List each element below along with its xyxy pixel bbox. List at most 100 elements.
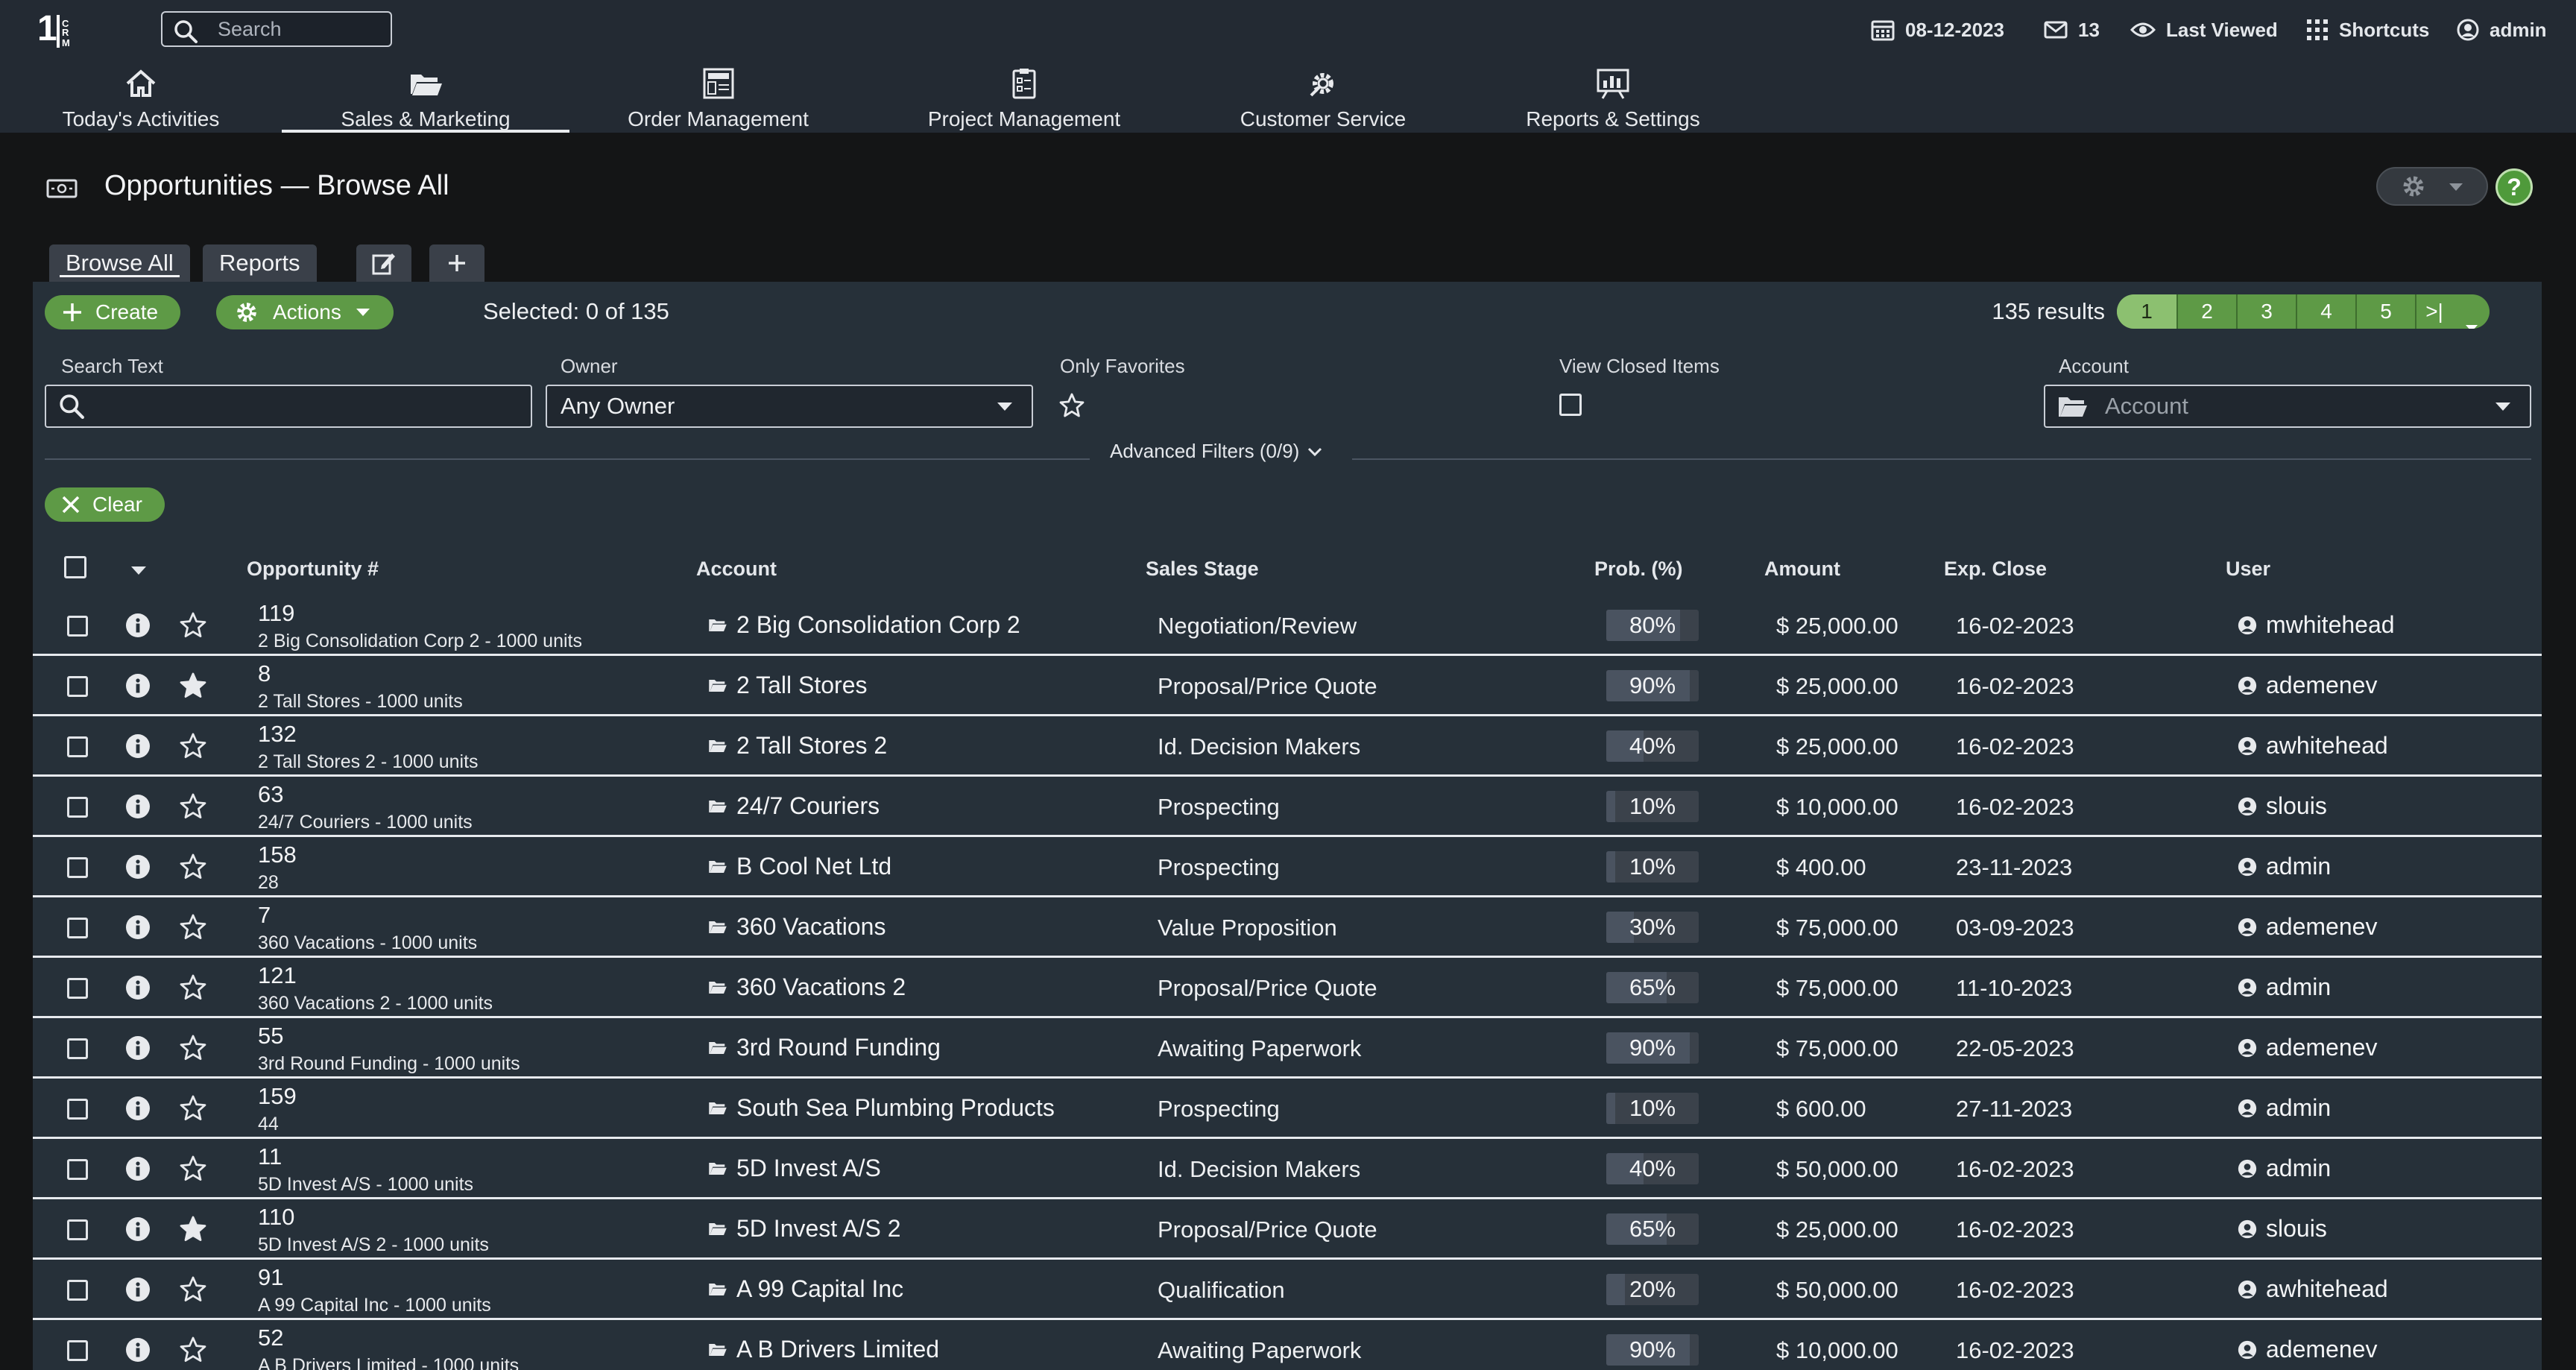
assigned-user[interactable]: admin [2238, 973, 2331, 1001]
account-link[interactable]: South Sea Plumbing Products [708, 1094, 1055, 1122]
account-link[interactable]: 3rd Round Funding [708, 1034, 941, 1061]
opportunity-number[interactable]: 132 [258, 721, 297, 747]
nav-sales-marketing[interactable]: Sales & Marketing [282, 66, 569, 133]
info-icon[interactable] [125, 794, 151, 819]
opportunity-number[interactable]: 159 [258, 1083, 297, 1109]
table-row[interactable]: 121 360 Vacations 2 - 1000 units 360 Vacat… [33, 959, 2542, 1018]
nav-todays-activities[interactable]: Today's Activities [43, 66, 239, 133]
row-checkbox[interactable] [67, 918, 88, 938]
nav-project-management[interactable]: Project Management [923, 66, 1126, 133]
clear-filters-button[interactable]: Clear [45, 487, 165, 522]
info-icon[interactable] [125, 854, 151, 880]
help-button[interactable]: ? [2496, 168, 2533, 206]
info-icon[interactable] [125, 915, 151, 940]
page-settings-button[interactable] [2376, 167, 2488, 206]
account-link[interactable]: 2 Big Consolidation Corp 2 [708, 611, 1020, 639]
opportunity-number[interactable]: 63 [258, 781, 284, 807]
tab-browse-all[interactable]: Browse All [49, 244, 190, 282]
assigned-user[interactable]: slouis [2238, 792, 2327, 820]
tab-edit-layout[interactable] [356, 244, 411, 282]
app-logo[interactable]: 1 C R M [37, 7, 79, 51]
star-outline-icon[interactable] [179, 973, 207, 1002]
account-link[interactable]: 360 Vacations [708, 913, 886, 941]
table-row[interactable]: 132 2 Tall Stores 2 - 1000 units 2 Tall St… [33, 717, 2542, 777]
assigned-user[interactable]: admin [2238, 1094, 2331, 1122]
account-link[interactable]: 24/7 Couriers [708, 792, 880, 820]
row-checkbox[interactable] [67, 857, 88, 878]
star-outline-icon[interactable] [179, 1155, 207, 1183]
account-link[interactable]: B Cool Net Ltd [708, 853, 891, 880]
star-outline-icon[interactable] [179, 913, 207, 941]
info-icon[interactable] [125, 1277, 151, 1302]
assigned-user[interactable]: slouis [2238, 1215, 2327, 1243]
assigned-user[interactable]: awhitehead [2238, 732, 2388, 760]
actions-button[interactable]: Actions [216, 295, 394, 329]
opportunity-number[interactable]: 11 [258, 1143, 282, 1169]
table-row[interactable]: 158 28 B Cool Net Ltd Prospecting 10% $ 400.0… [33, 838, 2542, 897]
page-5-button[interactable]: 5 [2355, 294, 2415, 329]
star-outline-icon[interactable] [179, 1336, 207, 1364]
star-filled-icon[interactable] [179, 672, 207, 700]
date-display[interactable]: 08-12-2023 [1871, 13, 2004, 46]
bulk-select-menu-icon[interactable] [131, 566, 146, 575]
select-all-checkbox[interactable] [64, 556, 86, 578]
account-link[interactable]: 360 Vacations 2 [708, 973, 906, 1001]
tab-reports[interactable]: Reports [203, 244, 317, 282]
page-4-button[interactable]: 4 [2296, 294, 2355, 329]
shortcuts-menu[interactable]: Shortcuts [2306, 13, 2429, 46]
row-checkbox[interactable] [67, 1099, 88, 1120]
col-account-header[interactable]: Account [696, 558, 777, 580]
page-2-button[interactable]: 2 [2176, 294, 2236, 329]
last-viewed-menu[interactable]: Last Viewed [2130, 13, 2278, 46]
row-checkbox[interactable] [67, 616, 88, 637]
table-row[interactable]: 8 2 Tall Stores - 1000 units 2 Tall Stores… [33, 657, 2542, 716]
star-outline-icon[interactable] [179, 1094, 207, 1123]
assigned-user[interactable]: ademenev [2238, 1336, 2377, 1363]
table-row[interactable]: 119 2 Big Consolidation Corp 2 - 1000 uni… [33, 596, 2542, 656]
row-checkbox[interactable] [67, 1159, 88, 1180]
account-link[interactable]: 5D Invest A/S 2 [708, 1215, 901, 1243]
star-outline-icon[interactable] [179, 792, 207, 821]
star-outline-icon[interactable] [179, 732, 207, 760]
table-row[interactable]: 55 3rd Round Funding - 1000 units 3rd Roun… [33, 1019, 2542, 1079]
col-close-header[interactable]: Exp. Close [1944, 558, 2048, 580]
global-search[interactable] [161, 11, 392, 47]
account-link[interactable]: A B Drivers Limited [708, 1336, 939, 1363]
opportunity-number[interactable]: 121 [258, 962, 297, 988]
opportunity-number[interactable]: 55 [258, 1023, 284, 1049]
nav-customer-service[interactable]: Customer Service [1237, 66, 1409, 133]
col-opportunity-header[interactable]: Opportunity # [247, 558, 379, 580]
page-3-button[interactable]: 3 [2236, 294, 2296, 329]
page-1-button[interactable]: 1 [2117, 294, 2176, 329]
info-icon[interactable] [125, 1216, 151, 1242]
star-outline-icon[interactable] [179, 1034, 207, 1062]
col-user-header[interactable]: User [2226, 558, 2271, 580]
nav-order-management[interactable]: Order Management [623, 66, 813, 133]
star-outline-icon[interactable] [1058, 392, 1085, 419]
row-checkbox[interactable] [67, 1340, 88, 1361]
table-row[interactable]: 11 5D Invest A/S - 1000 units 5D Invest A/… [33, 1140, 2542, 1199]
row-checkbox[interactable] [67, 1219, 88, 1240]
opportunity-number[interactable]: 119 [258, 600, 295, 626]
table-row[interactable]: 159 44 South Sea Plumbing Products Prospect… [33, 1079, 2542, 1139]
assigned-user[interactable]: ademenev [2238, 672, 2377, 699]
info-icon[interactable] [125, 1096, 151, 1121]
opportunity-number[interactable]: 91 [258, 1264, 284, 1290]
last-page-button[interactable]: >| [2415, 294, 2452, 329]
star-outline-icon[interactable] [179, 853, 207, 881]
row-checkbox[interactable] [67, 1280, 88, 1301]
opportunity-number[interactable]: 52 [258, 1325, 284, 1351]
row-checkbox[interactable] [67, 797, 88, 818]
info-icon[interactable] [125, 1337, 151, 1363]
table-row[interactable]: 52 A B Drivers Limited - 1000 units A B Dr… [33, 1321, 2542, 1370]
search-text-input[interactable] [91, 392, 508, 422]
info-icon[interactable] [125, 673, 151, 698]
table-row[interactable]: 110 5D Invest A/S 2 - 1000 units 5D Invest… [33, 1200, 2542, 1260]
table-row[interactable]: 63 24/7 Couriers - 1000 units 24/7 Courier… [33, 777, 2542, 837]
col-prob-header[interactable]: Prob. (%) [1594, 558, 1683, 580]
row-checkbox[interactable] [67, 676, 88, 697]
search-text-field[interactable] [45, 385, 532, 428]
star-outline-icon[interactable] [179, 611, 207, 640]
col-amount-header[interactable]: Amount [1764, 558, 1840, 580]
info-icon[interactable] [125, 1156, 151, 1181]
